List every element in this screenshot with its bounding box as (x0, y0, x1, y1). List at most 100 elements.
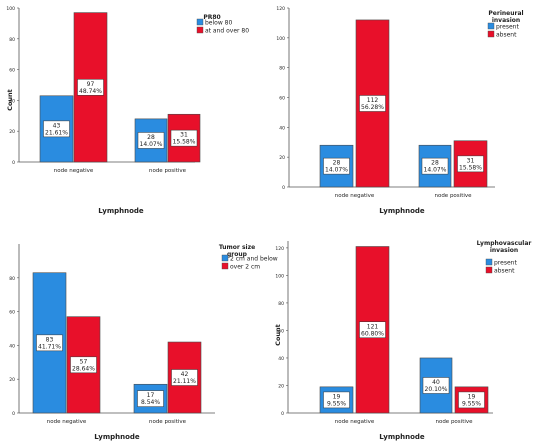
x-axis-label: Lymphnode (379, 207, 425, 215)
data-label: 112 56.28% (361, 97, 384, 111)
legend-item-label: absent (494, 268, 515, 275)
data-label-box (323, 157, 350, 175)
y-tick-label: 20 (278, 383, 284, 389)
chart-panel-3: 0 20 40 60 80 83 41.71% 57 28.64% node negative 17… (9, 244, 278, 441)
y-tick-label: 0 (281, 411, 284, 417)
x-axis-label: Lymphnode (98, 207, 144, 215)
data-label: 43 21.61% (45, 122, 68, 136)
y-tick-label: 80 (9, 37, 15, 43)
legend-title: PR80 (203, 14, 220, 21)
legend-title-line: Tumor size (219, 244, 255, 251)
data-label-line: 40 (432, 379, 440, 386)
y-tick-label: 60 (9, 68, 15, 74)
legend-item-label: present (494, 260, 517, 267)
data-label: 97 48.74% (79, 81, 102, 95)
y-tick-label: 100 (276, 36, 285, 42)
data-label-box (77, 79, 104, 96)
x-axis-label: Lymphnode (94, 433, 140, 441)
data-label-box (359, 321, 386, 339)
y-tick-label: 0 (12, 160, 15, 166)
data-label-line: 121 (367, 323, 379, 330)
data-label: 42 21.11% (173, 371, 196, 385)
data-label-line: 112 (367, 97, 379, 104)
legend-swatch-red (487, 30, 495, 38)
y-tick-label: 0 (282, 185, 285, 191)
legend-swatch-red (485, 266, 493, 274)
data-label: 17 8.54% (141, 392, 160, 406)
y-tick-label: 60 (278, 328, 284, 334)
data-label-line: 15.58% (459, 164, 482, 171)
data-label-box (458, 391, 485, 409)
legend-swatch-red (196, 26, 204, 34)
data-label-line: 42 (181, 371, 189, 378)
data-label-line: 14.07% (424, 167, 447, 174)
legend-title-line: invasion (492, 17, 520, 24)
data-label-line: 19 (333, 393, 341, 400)
data-label-line: 83 (46, 336, 54, 343)
legend-title: Perineural invasion (488, 10, 523, 24)
data-label-line: 31 (180, 132, 188, 139)
data-label: 31 15.58% (173, 132, 196, 146)
data-label-line: 8.54% (141, 399, 160, 406)
data-label-box (457, 155, 484, 173)
data-label-box (171, 369, 198, 386)
data-label-line: 15.58% (173, 139, 196, 146)
data-label-box (323, 391, 350, 409)
y-tick-label: 40 (279, 125, 285, 131)
data-label-line: 19 (468, 393, 476, 400)
legend-swatch-blue (196, 18, 204, 26)
data-label-box (137, 132, 165, 149)
data-label-line: 48.74% (79, 88, 102, 95)
y-tick-label: 60 (279, 96, 285, 102)
data-label-line: 57 (80, 358, 88, 365)
legend-title: Tumor size group (219, 244, 255, 258)
legend-title-line: Lymphovascular (477, 240, 532, 247)
data-label-line: 9.55% (462, 400, 481, 407)
y-tick-label: 20 (9, 377, 15, 383)
legend-title-line: PR80 (203, 14, 220, 21)
chart-panel-1: 0 20 40 60 80 100 43 21.61% 97 48.74% node negativ… (6, 6, 249, 215)
legend-item-label: over 2 cm (230, 264, 260, 271)
data-label: 83 41.71% (38, 336, 61, 350)
x-axis-label: Lymphnode (379, 433, 425, 441)
x-tick-label: node negative (335, 193, 375, 199)
data-label: 28 14.07% (424, 160, 447, 174)
legend-swatch-blue (221, 254, 229, 262)
legend-title-line: group (227, 251, 248, 258)
y-tick-label: 40 (9, 98, 15, 104)
legend-item-label: absent (496, 32, 517, 39)
data-label: 19 9.55% (462, 393, 481, 407)
x-tick-label: node negative (54, 168, 94, 174)
data-label-line: 31 (467, 157, 475, 164)
data-label-box (170, 129, 198, 147)
x-tick-label: node negative (335, 419, 375, 425)
y-tick-label: 20 (279, 155, 285, 161)
data-label-line: 21.61% (45, 129, 68, 136)
y-tick-label: 80 (9, 276, 15, 282)
data-label-box (422, 377, 450, 394)
data-label-line: 14.07% (325, 167, 348, 174)
y-tick-label: 80 (278, 301, 284, 307)
data-label-line: 21.11% (173, 378, 196, 385)
x-tick-label: node positive (149, 419, 187, 425)
data-label: 57 28.64% (72, 358, 95, 372)
data-label-line: 43 (53, 122, 61, 129)
data-label-line: 56.28% (361, 104, 384, 111)
data-label-box (70, 356, 97, 374)
data-label-box (137, 390, 164, 407)
y-tick-label: 60 (9, 310, 15, 316)
legend-item-label: 2 cm and below (230, 256, 278, 263)
y-axis-label: Count (274, 324, 282, 346)
x-tick-label: node positive (149, 168, 187, 174)
data-label-line: 28 (147, 134, 155, 141)
data-label-line: 60.80% (361, 330, 384, 337)
y-tick-label: 40 (9, 343, 15, 349)
legend-swatch-red (221, 262, 229, 270)
